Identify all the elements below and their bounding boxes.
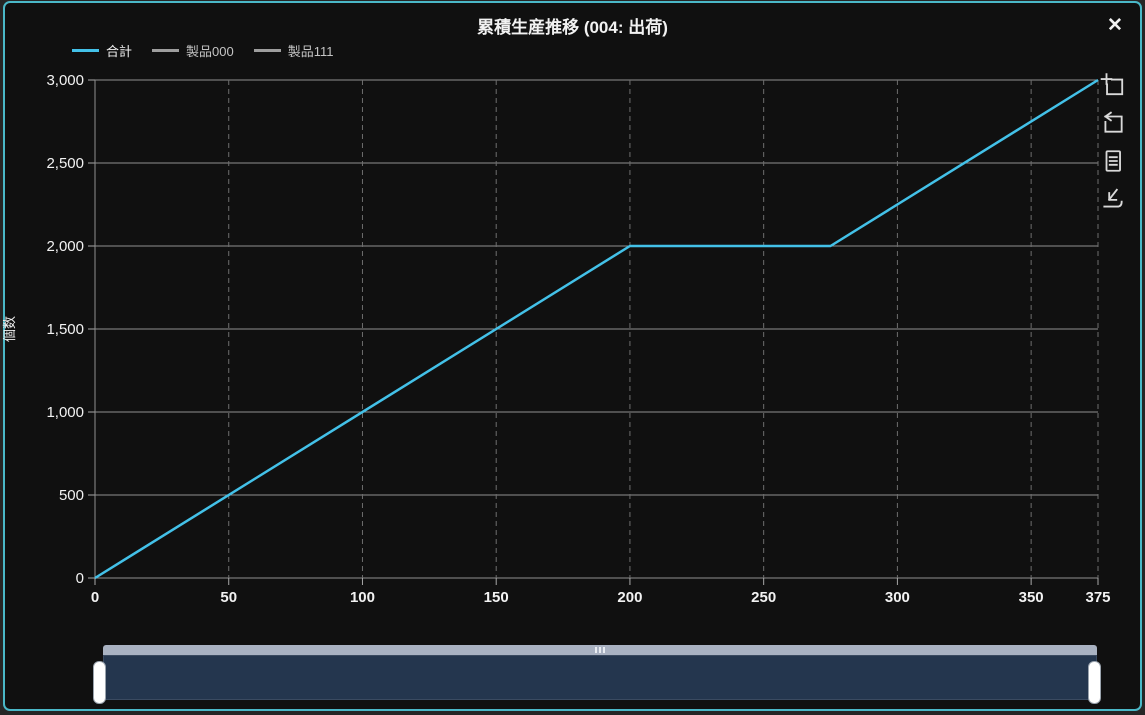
y-tick-label: 500 [59,487,84,504]
download-icon[interactable] [1100,186,1126,212]
x-tick-label: 100 [350,589,375,606]
legend-label: 製品000 [186,44,234,59]
legend: 合計 製品000 製品111 [72,41,333,60]
navigator-scrollbar-rail[interactable] [103,645,1097,655]
grip-icon [595,647,597,653]
reset-zoom-icon[interactable] [1100,110,1126,136]
y-tick-label: 2,500 [46,155,84,172]
grip-icon [603,647,605,653]
y-tick-label: 1,000 [46,404,84,421]
grip-icon [599,647,601,653]
navigator-left-handle[interactable] [93,661,106,704]
legend-item-0[interactable]: 合計 [72,41,132,60]
chart-window [3,1,1142,711]
y-tick-label: 2,000 [46,238,84,255]
x-tick-label: 150 [484,589,509,606]
navigator-selected-range[interactable] [103,655,1097,700]
close-button[interactable]: ✕ [1100,11,1130,41]
legend-item-1[interactable]: 製品000 [152,41,234,60]
title-bar: 累積生産推移 (004: 出荷) [0,13,1145,38]
x-tick-label: 300 [885,589,910,606]
x-tick-label: 50 [220,589,237,606]
x-tick-label: 0 [91,589,99,606]
chart-title: 累積生産推移 (004: 出荷) [477,18,668,37]
legend-swatch [152,49,180,52]
navigator-right-handle[interactable] [1088,661,1101,704]
y-tick-label: 1,500 [46,321,84,338]
legend-swatch [253,49,281,52]
series-line-合計 [94,78,1099,580]
legend-swatch [72,49,99,52]
y-tick-label: 3,000 [46,72,84,89]
legend-label: 製品111 [287,44,334,59]
x-tick-label: 250 [751,589,776,606]
zoom-box-icon[interactable] [1100,72,1126,98]
document-icon[interactable] [1100,148,1126,174]
x-tick-label: 200 [617,589,642,606]
x-tick-label: 375 [1085,589,1110,606]
range-navigator [0,640,1145,710]
legend-label: 合計 [106,44,133,59]
chart-toolbar [1100,72,1126,212]
y-tick-label: 0 [76,570,84,587]
legend-item-2[interactable]: 製品111 [253,41,334,60]
y-axis-title: 個数 [2,316,17,342]
x-tick-label: 350 [1019,589,1044,606]
